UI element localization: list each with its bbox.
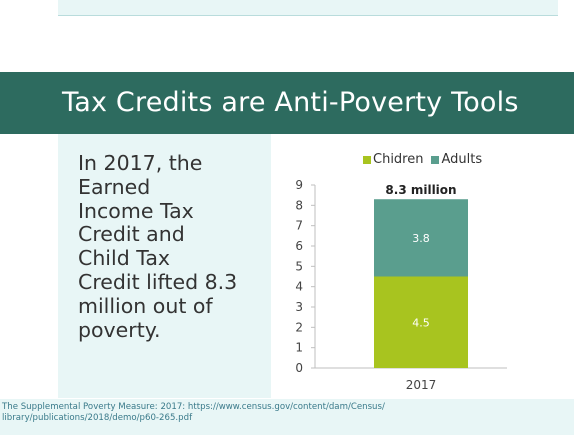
total-label: 8.3 million [385, 183, 456, 197]
legend-swatch-adults [431, 155, 440, 164]
bar-segment-adults [374, 199, 468, 277]
bar-segment-chidren [374, 276, 468, 368]
body-line: Credit lifted 8.3 [78, 269, 238, 294]
chart-legend: Chidren Adults [363, 152, 490, 167]
y-tick-label: 9 [295, 178, 303, 192]
body-line: Child Tax [78, 246, 171, 271]
body-line: Earned [78, 174, 151, 199]
title-banner [0, 72, 574, 134]
x-category-label: 2017 [406, 378, 437, 392]
y-tick-label: 4 [295, 280, 303, 294]
footer-bar [0, 399, 574, 435]
y-tick-label: 0 [295, 361, 303, 375]
source-line: The Supplemental Poverty Measure: 2017: … [2, 402, 385, 412]
source-citation: The Supplemental Poverty Measure: 2017: … [2, 402, 562, 423]
slide-title: Tax Credits are Anti-Poverty Tools [62, 87, 519, 118]
y-tick-label: 2 [295, 320, 303, 334]
body-line: In 2017, the [78, 151, 203, 175]
body-text: In 2017, the Earned Income Tax Credit an… [78, 151, 278, 342]
stacked-bar-chart: 0 1 2 3 4 5 6 7 8 9 4.5 3.8 8.3 million 2017 [295, 178, 507, 392]
source-line: library/publications/2018/demo/p60-265.p… [2, 412, 193, 423]
legend-label-adults: Adults [441, 152, 483, 167]
y-tick-label: 7 [295, 219, 303, 233]
legend-swatch-children [363, 155, 371, 164]
body-line: Credit and [78, 222, 185, 247]
data-label: 3.8 [412, 232, 430, 245]
data-label: 4.5 [412, 316, 430, 329]
text-panel [58, 134, 271, 398]
legend-label-children: Chidren [373, 152, 424, 167]
legend-item-children: Chidren [363, 152, 423, 167]
y-tick-label: 5 [295, 259, 303, 273]
body-line: million out of [78, 293, 213, 318]
body-line: poverty. [78, 317, 161, 342]
y-tick-label: 8 [295, 198, 303, 212]
y-tick-label: 3 [295, 300, 303, 314]
y-tick-label: 1 [295, 341, 303, 355]
legend-item-adults: Adults [431, 152, 482, 167]
body-line: Income Tax [78, 198, 194, 223]
y-tick-label: 6 [295, 239, 303, 253]
top-decoration-bar [58, 0, 558, 16]
